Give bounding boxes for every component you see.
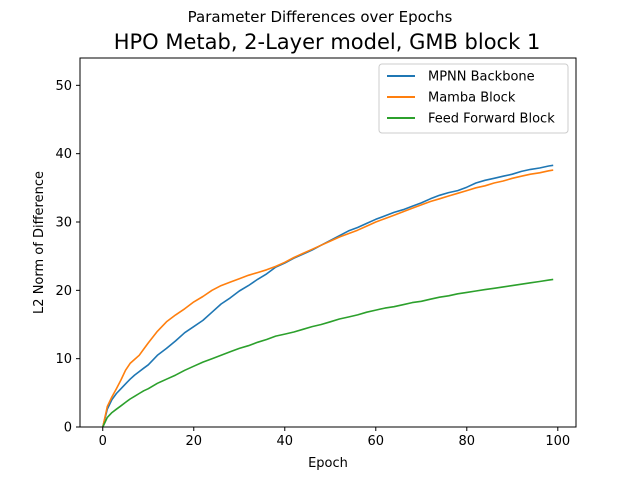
axes-frame xyxy=(79,57,577,428)
legend-frame xyxy=(378,63,569,134)
plot-area xyxy=(102,164,554,428)
y-tick-label: 50 xyxy=(55,79,72,94)
y-axis: 0 10 20 30 40 50 xyxy=(55,79,80,436)
x-axis: 0 20 40 60 80 100 xyxy=(99,427,570,449)
y-axis-label: L2 Norm of Difference xyxy=(32,171,47,314)
x-tick-label: 100 xyxy=(545,434,570,449)
chart-suptitle: Parameter Differences over Epochs xyxy=(188,8,453,26)
x-tick-label: 80 xyxy=(459,434,476,449)
series-line-1 xyxy=(102,164,554,428)
y-tick-label: 40 xyxy=(55,147,72,162)
x-axis-label: Epoch xyxy=(308,456,348,471)
y-tick-label: 30 xyxy=(55,216,72,231)
y-tick-label: 0 xyxy=(64,421,72,436)
x-tick-label: 60 xyxy=(368,434,385,449)
x-tick-label: 20 xyxy=(185,434,202,449)
legend-label-2: Mamba Block xyxy=(428,91,516,106)
series-line-3 xyxy=(102,278,554,428)
chart-title: HPO Metab, 2-Layer model, GMB block 1 xyxy=(114,30,541,54)
x-tick-label: 40 xyxy=(276,434,293,449)
y-tick-label: 20 xyxy=(55,284,72,299)
legend-label-1: MPNN Backbone xyxy=(428,70,535,85)
x-tick-label: 0 xyxy=(99,434,107,449)
legend-label-3: Feed Forward Block xyxy=(428,112,555,127)
y-tick-label: 10 xyxy=(55,352,72,367)
legend: MPNN Backbone Mamba Block Feed Forward Blo… xyxy=(378,63,569,134)
series-line-2 xyxy=(102,169,554,428)
